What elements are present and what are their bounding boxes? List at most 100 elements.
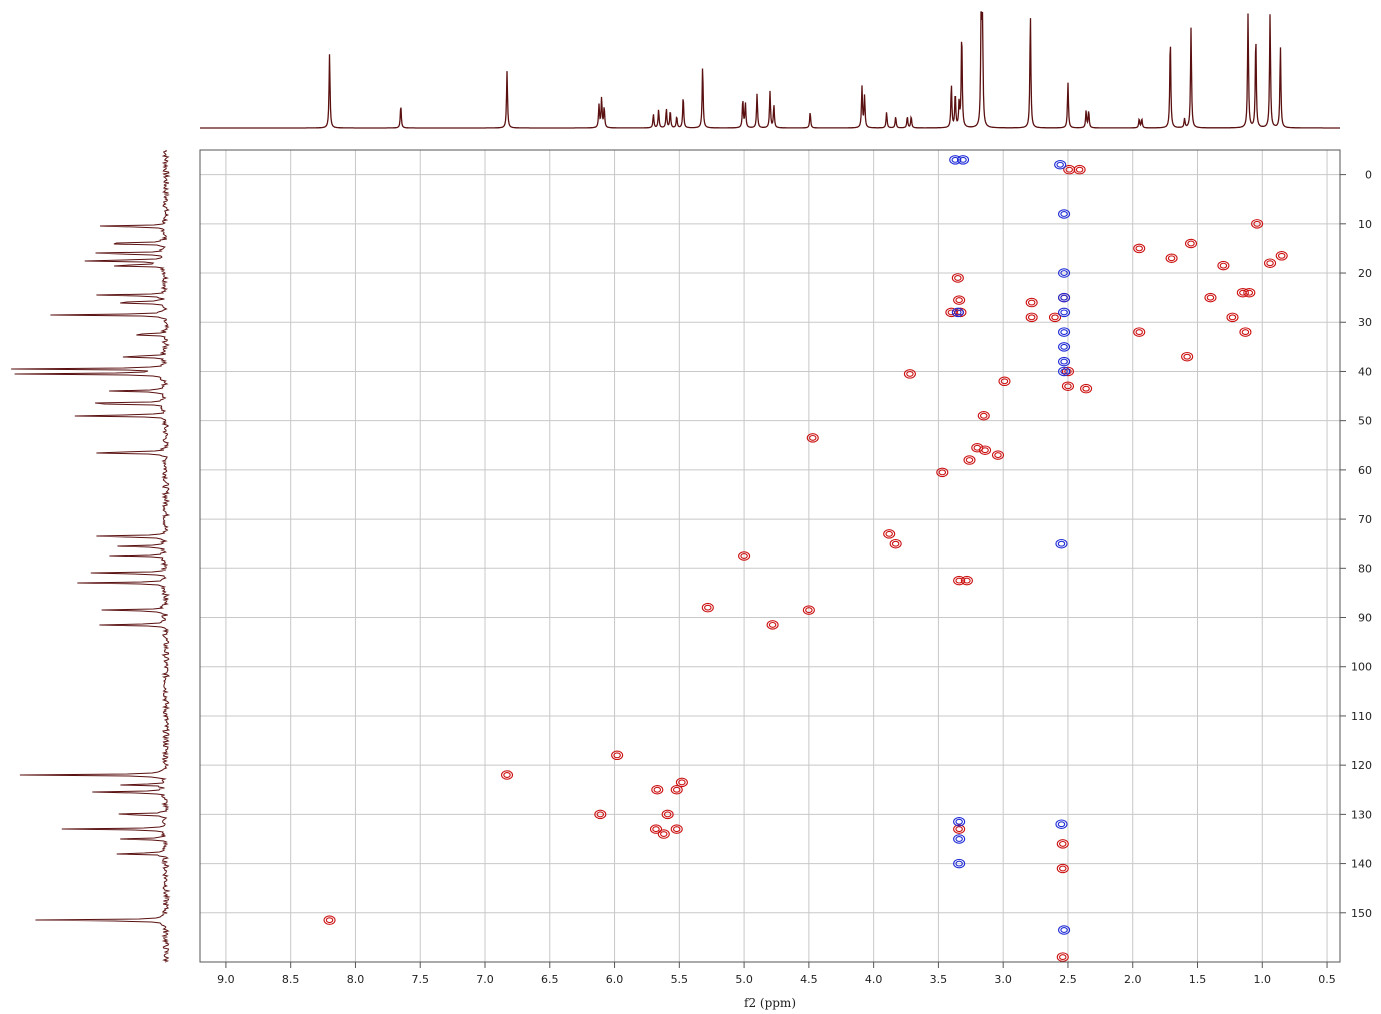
negative-contour-peak-inner <box>1060 294 1068 301</box>
positive-contour-peak-inner <box>1082 385 1090 392</box>
negative-contour-peak <box>1058 327 1071 337</box>
positive-contour-peak <box>1251 219 1264 229</box>
positive-contour-peak <box>1133 327 1146 337</box>
positive-contour-peak <box>1275 251 1288 261</box>
negative-contour-peak-inner <box>959 156 967 163</box>
positive-contour-peak-inner <box>1027 314 1036 321</box>
positive-contour-peak-inner <box>885 530 893 537</box>
x-tick-label: 6.0 <box>606 973 624 986</box>
negative-contour-peak-inner <box>1060 270 1068 276</box>
y-tick-label: 110 <box>1351 710 1372 723</box>
positive-contour-peak <box>1048 312 1062 323</box>
positive-contour-peak <box>661 809 674 820</box>
negative-contour-peak-inner <box>1060 329 1068 336</box>
positive-contour-peak-inner <box>672 826 681 833</box>
positive-contour-peak <box>802 605 815 615</box>
positive-contour-peak-inner <box>1064 383 1072 390</box>
positive-contour-peak-inner <box>955 577 963 584</box>
negative-contour-peak-inner <box>1060 343 1068 350</box>
x-tick-label: 5.0 <box>735 973 753 986</box>
positive-contour-peak <box>953 824 966 834</box>
positive-contour-peak <box>1204 292 1217 303</box>
positive-contour-peak-inner <box>906 370 914 377</box>
negative-contour-peak <box>953 834 966 844</box>
positive-contour-peak <box>1063 164 1076 175</box>
positive-contour-peak-inner <box>1075 166 1084 173</box>
positive-contour-peak-inner <box>979 412 988 419</box>
y-tick-label: 150 <box>1351 907 1372 920</box>
positive-contour-peak-inner <box>954 275 962 281</box>
x-axis-title: f2 (ppm) <box>744 996 796 1010</box>
positive-contour-peak <box>1056 863 1069 874</box>
positive-contour-peak <box>611 750 624 761</box>
positive-contour-peak-inner <box>660 831 668 837</box>
y-tick-label: 90 <box>1358 612 1372 625</box>
x-tick-label: 8.5 <box>282 973 300 986</box>
positive-contour-peak-inner <box>613 752 621 759</box>
contour-peaks <box>323 155 1288 962</box>
y-tick-label: 80 <box>1358 562 1372 575</box>
negative-contour-peak <box>956 155 970 165</box>
positive-contour-peak-inner <box>955 826 963 833</box>
y-tick-label: 50 <box>1358 415 1372 428</box>
negative-contour-peak-inner <box>954 309 962 316</box>
positive-contour-peak-inner <box>1027 299 1036 306</box>
positive-contour-peak <box>1184 238 1198 249</box>
x-tick-label: 6.5 <box>541 973 559 986</box>
positive-contour-peak-inner <box>503 772 511 778</box>
positive-contour-peak <box>1073 164 1086 175</box>
positive-contour-peak-inner <box>325 917 334 924</box>
positive-contour-peak <box>960 575 973 586</box>
negative-contour-peak <box>953 858 966 869</box>
positive-contour-peak-inner <box>1228 314 1237 321</box>
positive-contour-peak <box>649 824 663 834</box>
negative-contour-peak-inner <box>955 860 963 867</box>
positive-contour-peak <box>953 575 966 586</box>
positive-contour-peak-inner <box>1065 166 1074 173</box>
positive-contour-peak <box>1056 839 1069 849</box>
positive-contour-peak <box>963 455 976 465</box>
positive-contour-peak-inner <box>1059 954 1067 961</box>
positive-contour-peak-inner <box>740 553 748 559</box>
positive-contour-peak <box>670 824 683 834</box>
positive-contour-peak-inner <box>672 786 681 793</box>
x-tick-label: 1.0 <box>1254 973 1272 986</box>
x-tick-label: 2.0 <box>1124 973 1142 986</box>
x-tick-label: 2.5 <box>1059 973 1077 986</box>
positive-contour-peak <box>903 369 916 379</box>
y-tick-label: 100 <box>1351 661 1372 674</box>
positive-contour-peak <box>1263 258 1277 268</box>
positive-contour-peak <box>998 376 1011 387</box>
positive-contour-peak <box>1025 297 1038 308</box>
positive-contour-peak <box>1181 351 1194 362</box>
positive-contour-peak-inner <box>1253 220 1261 227</box>
negative-contour-peak-inner <box>1060 368 1068 375</box>
positive-contour-peak-inner <box>1051 314 1059 321</box>
positive-contour-peak-inner <box>1266 260 1274 267</box>
negative-contour-peak <box>1058 292 1071 303</box>
positive-contour-peak-inner <box>704 604 712 611</box>
positive-contour-peak <box>953 295 966 305</box>
plot-frame <box>199 149 1341 963</box>
positive-contour-peak-inner <box>678 779 686 786</box>
positive-contour-peak-inner <box>955 297 963 304</box>
negative-contour-peak <box>1058 366 1071 377</box>
positive-contour-peak-inner <box>808 434 817 441</box>
positive-contour-peak <box>1080 383 1093 394</box>
positive-contour-peak-inner <box>663 811 672 818</box>
positive-contour-peak <box>594 809 607 820</box>
positive-contour-peak <box>1217 260 1230 271</box>
x-tick-label: 5.5 <box>671 973 689 986</box>
x-tick-label: 9.0 <box>217 973 235 986</box>
x-tick-label: 4.5 <box>800 973 818 986</box>
y-tick-label: 130 <box>1351 808 1372 821</box>
positive-contour-peak-inner <box>1135 329 1143 336</box>
positive-contour-peak-inner <box>653 786 662 793</box>
positive-contour-peak <box>500 770 514 780</box>
x-tick-label: 1.5 <box>1189 973 1207 986</box>
negative-contour-peak <box>1058 209 1071 219</box>
positive-contour-peak-inner <box>1135 245 1143 252</box>
positive-contour-peak-inner <box>963 577 971 584</box>
positive-contour-peak-inner <box>891 540 900 547</box>
